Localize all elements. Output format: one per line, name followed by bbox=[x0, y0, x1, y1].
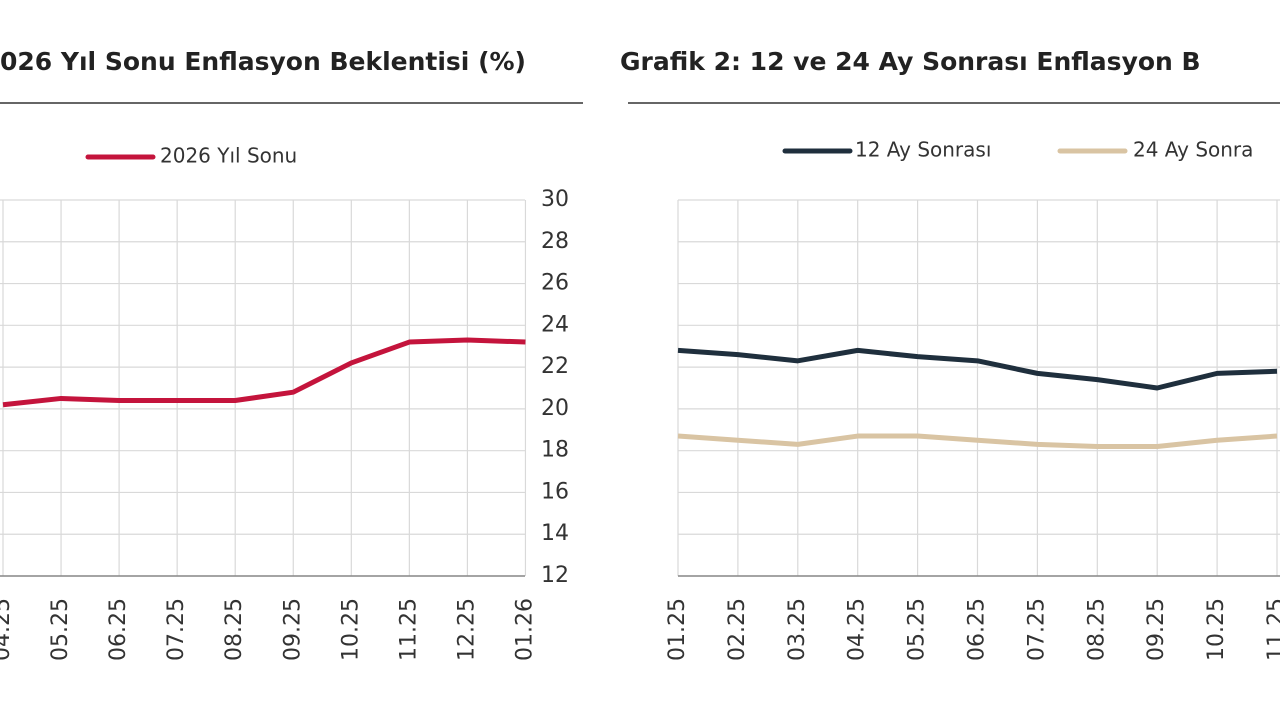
x-tick-label: 11.25 bbox=[396, 598, 421, 661]
x-tick-label: 02.25 bbox=[725, 598, 750, 661]
x-tick-label: 07.25 bbox=[164, 598, 189, 661]
x-tick-label: 08.25 bbox=[222, 598, 247, 661]
y-tick-label: 28 bbox=[541, 229, 569, 254]
x-tick-label: 04.25 bbox=[845, 598, 870, 661]
x-tick-label: 07.25 bbox=[1024, 598, 1049, 661]
legend-label: 24 Ay Sonra bbox=[1133, 138, 1253, 162]
y-tick-label: 14 bbox=[541, 521, 569, 546]
x-tick-label: 05.25 bbox=[905, 598, 930, 661]
y-tick-label: 26 bbox=[541, 271, 569, 296]
series-line bbox=[677, 433, 1278, 449]
y-tick-label: 18 bbox=[541, 438, 569, 463]
y-tick-label: 20 bbox=[541, 396, 569, 421]
x-tick-label: 05.25 bbox=[48, 598, 73, 661]
legend-label: 2026 Yıl Sonu bbox=[160, 144, 297, 168]
y-tick-label: 30 bbox=[541, 187, 569, 212]
y-tick-label: 16 bbox=[541, 479, 569, 504]
x-tick-label: 09.25 bbox=[280, 598, 305, 661]
x-tick-label: 09.25 bbox=[1144, 598, 1169, 661]
x-tick-label: 03.25 bbox=[785, 598, 810, 661]
x-tick-label: 10.25 bbox=[338, 598, 363, 661]
x-tick-label: 06.25 bbox=[106, 598, 131, 661]
x-tick-label: 01.26 bbox=[512, 598, 537, 661]
legend-label: 12 Ay Sonrası bbox=[855, 138, 991, 162]
chart-title: Grafik 2: 12 ve 24 Ay Sonrası Enflasyon … bbox=[620, 47, 1201, 76]
x-tick-label: 10.25 bbox=[1204, 598, 1229, 661]
x-tick-label: 11.25 bbox=[1264, 598, 1280, 661]
x-tick-label: 08.25 bbox=[1084, 598, 1109, 661]
x-tick-label: 01.25 bbox=[665, 598, 690, 661]
series-line bbox=[677, 347, 1278, 391]
chart-title: 026 Yıl Sonu Enflasyon Beklentisi (%) bbox=[0, 47, 526, 76]
y-tick-label: 22 bbox=[541, 354, 569, 379]
x-tick-label: 06.25 bbox=[965, 598, 990, 661]
y-tick-label: 24 bbox=[541, 312, 569, 337]
x-tick-label: 12.25 bbox=[454, 598, 479, 661]
series-line bbox=[2, 337, 526, 408]
x-tick-label: 04.25 bbox=[0, 598, 15, 661]
y-tick-label: 12 bbox=[541, 563, 569, 588]
